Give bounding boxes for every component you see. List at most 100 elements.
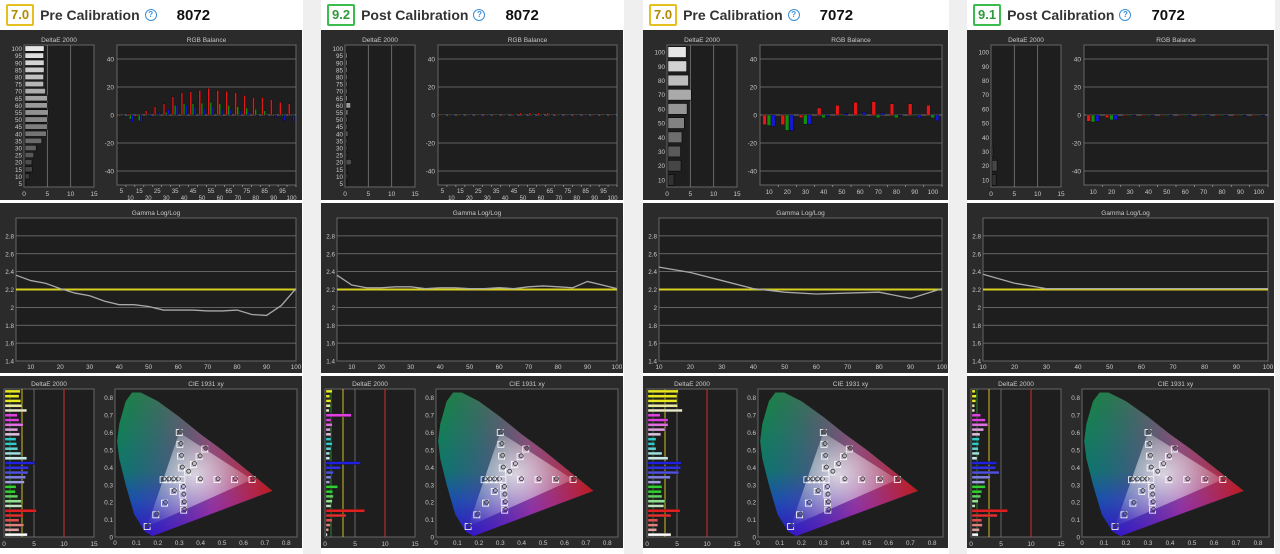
svg-text:Gamma Log/Log: Gamma Log/Log — [776, 210, 825, 217]
svg-text:40: 40 — [1074, 364, 1082, 371]
help-icon[interactable]: ? — [144, 9, 157, 21]
svg-text:5: 5 — [1013, 191, 1017, 198]
svg-text:DeltaE 2000: DeltaE 2000 — [1008, 37, 1044, 44]
svg-text:15: 15 — [15, 167, 23, 174]
svg-text:0.4: 0.4 — [841, 540, 850, 547]
svg-text:60: 60 — [496, 364, 504, 371]
svg-text:0.4: 0.4 — [1166, 540, 1175, 547]
svg-text:1.4: 1.4 — [5, 359, 14, 366]
svg-text:0.3: 0.3 — [175, 540, 184, 547]
svg-text:40: 40 — [658, 135, 666, 142]
svg-text:0.4: 0.4 — [1071, 465, 1080, 472]
svg-text:2.2: 2.2 — [648, 287, 657, 294]
svg-text:10: 10 — [67, 191, 75, 198]
svg-text:60: 60 — [538, 196, 545, 200]
svg-text:0: 0 — [989, 191, 993, 198]
svg-text:RGB Balance: RGB Balance — [831, 37, 871, 44]
svg-text:30: 30 — [982, 149, 990, 156]
svg-text:20: 20 — [687, 364, 695, 371]
gamma-chart: Gamma Log/Log 1.4 1.6 1.8 2 2.2 2.4 2.6 2.8 10 20 3… — [648, 210, 948, 371]
svg-text:5: 5 — [120, 189, 124, 195]
svg-text:20: 20 — [428, 85, 436, 92]
svg-text:0: 0 — [752, 535, 756, 542]
svg-text:100: 100 — [928, 189, 939, 196]
card-title: Pre Calibration — [40, 7, 140, 23]
svg-text:DeltaE 2000: DeltaE 2000 — [31, 381, 67, 388]
svg-text:100: 100 — [654, 50, 665, 57]
svg-text:60: 60 — [15, 103, 23, 110]
svg-text:20: 20 — [107, 85, 115, 92]
svg-text:DeltaE 2000: DeltaE 2000 — [41, 37, 77, 44]
svg-text:0.7: 0.7 — [581, 540, 590, 547]
svg-text:0.1: 0.1 — [1071, 517, 1080, 524]
svg-text:10: 10 — [381, 541, 389, 548]
svg-text:70: 70 — [1200, 189, 1208, 196]
svg-text:100: 100 — [612, 364, 623, 371]
svg-text:0.2: 0.2 — [747, 500, 756, 507]
svg-text:10: 10 — [766, 189, 774, 196]
svg-text:85: 85 — [15, 67, 23, 74]
color-gamut-panel: DeltaE 2000 0 5 10 15 CIE 1931 xy 0 0 0.1 0.1 0.2 0… — [321, 376, 623, 548]
svg-text:10: 10 — [27, 364, 35, 371]
svg-text:RGB Balance: RGB Balance — [187, 37, 227, 44]
svg-text:0: 0 — [2, 541, 6, 548]
svg-text:CIE 1931 xy: CIE 1931 xy — [833, 381, 869, 388]
svg-text:2.6: 2.6 — [972, 251, 981, 258]
svg-text:15: 15 — [1057, 191, 1065, 198]
score-badge: 9.2 — [327, 4, 356, 26]
svg-text:5: 5 — [46, 191, 50, 198]
color-gamut-panel: DeltaE 2000 0 5 10 15 CIE 1931 xy 0 0 0.1 0.1 0.2 0… — [967, 376, 1274, 548]
svg-text:0.7: 0.7 — [104, 413, 113, 420]
svg-text:75: 75 — [243, 189, 250, 195]
svg-text:15: 15 — [733, 541, 741, 548]
calibration-card-post-7072: 9.1 Post Calibration ? 7072 DeltaE 2000 0… — [967, 0, 1275, 554]
svg-text:-40: -40 — [748, 169, 758, 176]
svg-text:90: 90 — [584, 364, 592, 371]
svg-text:45: 45 — [511, 189, 518, 195]
score-badge: 9.1 — [973, 4, 1002, 26]
svg-text:60: 60 — [982, 106, 990, 113]
gamma-panel: Gamma Log/Log 1.4 1.6 1.8 2 2.2 2.4 2.6 2.8 10 20 3… — [643, 203, 948, 373]
svg-text:45: 45 — [336, 124, 344, 131]
svg-text:2.2: 2.2 — [326, 287, 335, 294]
svg-text:-40: -40 — [1072, 169, 1082, 176]
svg-text:100: 100 — [287, 196, 298, 200]
svg-text:5: 5 — [999, 541, 1003, 548]
svg-text:80: 80 — [252, 196, 259, 200]
svg-text:0.7: 0.7 — [425, 413, 434, 420]
svg-text:0.5: 0.5 — [862, 540, 871, 547]
svg-text:40: 40 — [820, 189, 828, 196]
svg-text:50: 50 — [838, 189, 846, 196]
svg-text:55: 55 — [529, 189, 536, 195]
svg-text:0: 0 — [1076, 535, 1080, 542]
help-icon[interactable]: ? — [1119, 9, 1132, 21]
svg-text:0.4: 0.4 — [196, 540, 205, 547]
svg-text:65: 65 — [15, 96, 23, 103]
svg-text:60: 60 — [813, 364, 821, 371]
svg-text:0.5: 0.5 — [747, 447, 756, 454]
svg-text:50: 50 — [15, 117, 23, 124]
svg-text:5: 5 — [675, 541, 679, 548]
svg-text:40: 40 — [750, 57, 758, 64]
gamma-panel: Gamma Log/Log 1.4 1.6 1.8 2 2.2 2.4 2.6 2.8 10 20 3… — [321, 203, 623, 373]
svg-text:95: 95 — [15, 53, 23, 60]
svg-text:-40: -40 — [105, 169, 115, 176]
svg-text:0: 0 — [756, 540, 760, 547]
svg-text:1.4: 1.4 — [648, 359, 657, 366]
svg-text:15: 15 — [411, 541, 419, 548]
help-icon[interactable]: ? — [787, 9, 800, 21]
svg-text:40: 40 — [116, 364, 124, 371]
svg-text:15: 15 — [136, 189, 143, 195]
tv-model: 8072 — [176, 6, 211, 24]
svg-text:100: 100 — [1263, 364, 1274, 371]
svg-text:40: 40 — [1074, 57, 1082, 64]
svg-text:70: 70 — [875, 189, 883, 196]
svg-text:RGB Balance: RGB Balance — [1156, 37, 1196, 44]
svg-text:35: 35 — [15, 138, 23, 145]
svg-text:2.2: 2.2 — [5, 287, 14, 294]
help-icon[interactable]: ? — [473, 9, 486, 21]
svg-text:0.3: 0.3 — [1144, 540, 1153, 547]
